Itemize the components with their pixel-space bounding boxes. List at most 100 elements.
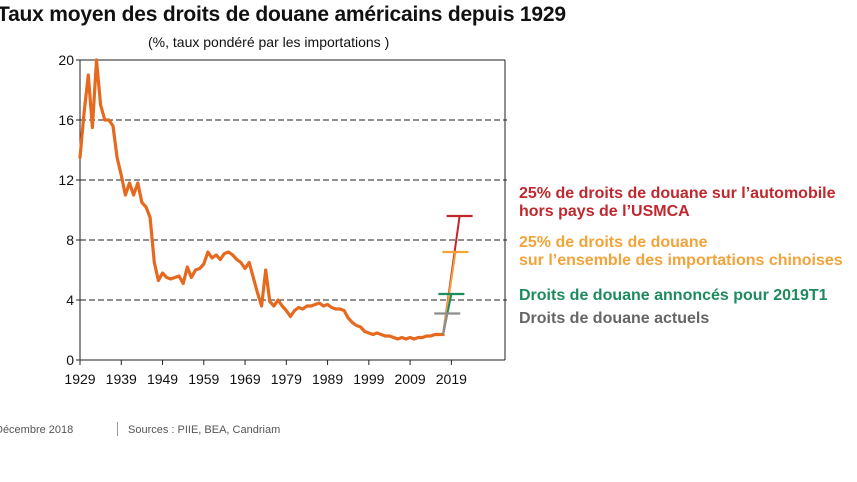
plot-frame xyxy=(79,59,506,361)
data-point-1944 xyxy=(141,201,143,204)
data-point-1983 xyxy=(302,308,304,310)
data-point-2015 xyxy=(434,333,436,336)
data-point-1990 xyxy=(330,306,333,309)
data-point-1960 xyxy=(207,251,209,253)
x-tick-label-1939: 1939 xyxy=(106,371,137,387)
annotation-1-line-1: sur l’ensemble des importations chinoise… xyxy=(519,252,843,269)
data-point-1939 xyxy=(120,174,123,177)
x-tick-label-1949: 1949 xyxy=(147,371,178,387)
data-point-1935 xyxy=(103,119,106,121)
data-point-1932 xyxy=(91,126,94,129)
series-layer xyxy=(78,58,445,341)
data-point-2004 xyxy=(388,335,391,337)
data-point-1967 xyxy=(235,258,238,261)
data-point-1945 xyxy=(145,206,147,208)
x-tick-label-2009: 2009 xyxy=(395,371,426,387)
data-point-2012 xyxy=(421,336,424,339)
y-tick-label-0: 0 xyxy=(66,352,74,368)
data-point-2008 xyxy=(405,338,407,340)
data-point-2011 xyxy=(417,336,420,339)
data-point-1969 xyxy=(244,267,246,270)
data-point-1950 xyxy=(165,276,168,279)
y-tick-label-4: 4 xyxy=(66,292,74,308)
data-point-1951 xyxy=(169,278,172,280)
data-point-1991 xyxy=(335,308,337,310)
x-tick-label-1999: 1999 xyxy=(353,371,384,387)
data-point-1942 xyxy=(132,194,135,196)
data-point-1965 xyxy=(227,251,230,253)
data-point-1937 xyxy=(112,125,114,127)
chart-title: Taux moyen des droits de douane américai… xyxy=(0,3,566,26)
data-point-2005 xyxy=(392,336,395,339)
annotation-1-line-0: 25% de droits de douane xyxy=(519,234,708,251)
data-point-1938 xyxy=(116,156,118,159)
data-point-1947 xyxy=(153,261,156,264)
data-point-1936 xyxy=(108,119,110,121)
scenario-layer xyxy=(434,214,473,335)
scenario-segment-droits-de-douane-actuels xyxy=(442,313,449,335)
data-point-1973 xyxy=(260,305,263,307)
data-point-1987 xyxy=(318,302,321,304)
y-tick-label-20: 20 xyxy=(58,52,74,68)
data-point-1958 xyxy=(198,267,201,270)
data-point-1985 xyxy=(310,305,312,307)
data-point-1968 xyxy=(240,261,242,264)
data-point-1949 xyxy=(161,272,164,274)
data-point-1972 xyxy=(256,291,259,294)
data-point-1940 xyxy=(124,194,127,196)
data-point-1977 xyxy=(277,299,279,301)
data-point-1957 xyxy=(194,269,197,271)
data-point-1986 xyxy=(314,303,316,306)
data-point-1962 xyxy=(215,254,217,256)
annotation-0-line-0: 25% de droits de douane sur l’automobile xyxy=(519,185,836,202)
x-tick-label-1929: 1929 xyxy=(64,371,95,387)
data-point-1984 xyxy=(306,305,308,307)
data-point-1959 xyxy=(202,263,205,265)
data-point-1966 xyxy=(231,254,234,256)
annotation-0-line-1: hors pays de l’USMCA xyxy=(519,203,690,220)
data-point-1970 xyxy=(248,261,250,264)
data-point-2016 xyxy=(438,333,440,336)
x-tick-label-1979: 1979 xyxy=(271,371,302,387)
data-point-2000 xyxy=(372,333,374,336)
data-point-1982 xyxy=(297,306,300,309)
data-point-1954 xyxy=(182,282,184,285)
data-point-1993 xyxy=(343,309,345,312)
footer-separator xyxy=(117,422,118,436)
data-point-2006 xyxy=(396,338,399,340)
data-point-2002 xyxy=(380,333,383,336)
y-tick-label-12: 12 xyxy=(58,172,74,188)
data-point-1992 xyxy=(339,308,341,310)
data-point-1976 xyxy=(273,305,275,307)
x-tick-label-1989: 1989 xyxy=(312,371,343,387)
data-point-1994 xyxy=(347,317,350,319)
data-point-1975 xyxy=(269,300,271,303)
data-point-1934 xyxy=(99,104,102,106)
data-point-1988 xyxy=(322,305,325,307)
data-point-1999 xyxy=(368,332,370,334)
data-point-1997 xyxy=(359,326,362,328)
data-point-1978 xyxy=(281,305,283,307)
data-point-1948 xyxy=(157,279,160,282)
data-point-1929 xyxy=(79,156,81,159)
annotation-3-line-0: Droits de douane actuels xyxy=(519,310,709,327)
data-point-1998 xyxy=(363,330,366,333)
data-point-1952 xyxy=(174,276,176,279)
data-point-1981 xyxy=(293,309,296,312)
data-point-2001 xyxy=(376,332,378,334)
x-tick-label-1959: 1959 xyxy=(188,371,219,387)
data-point-1961 xyxy=(211,257,213,259)
x-tick-label-1969: 1969 xyxy=(229,371,260,387)
chart-subtitle: (%, taux pondéré par les importations ) xyxy=(148,34,390,50)
data-point-2009 xyxy=(409,336,411,339)
data-point-1971 xyxy=(252,276,255,279)
series-line-0 xyxy=(78,58,445,341)
data-point-1979 xyxy=(285,309,288,312)
x-axis-ticks: 1929 1939 1949 1959 1969 1979 1989 1999 2009 2019 xyxy=(64,360,467,387)
data-point-1930 xyxy=(83,111,85,114)
data-point-1946 xyxy=(149,216,151,219)
footer-date: Décembre 2018 xyxy=(0,424,74,436)
data-point-1956 xyxy=(190,276,193,279)
x-tick-label-2019: 2019 xyxy=(436,371,467,387)
